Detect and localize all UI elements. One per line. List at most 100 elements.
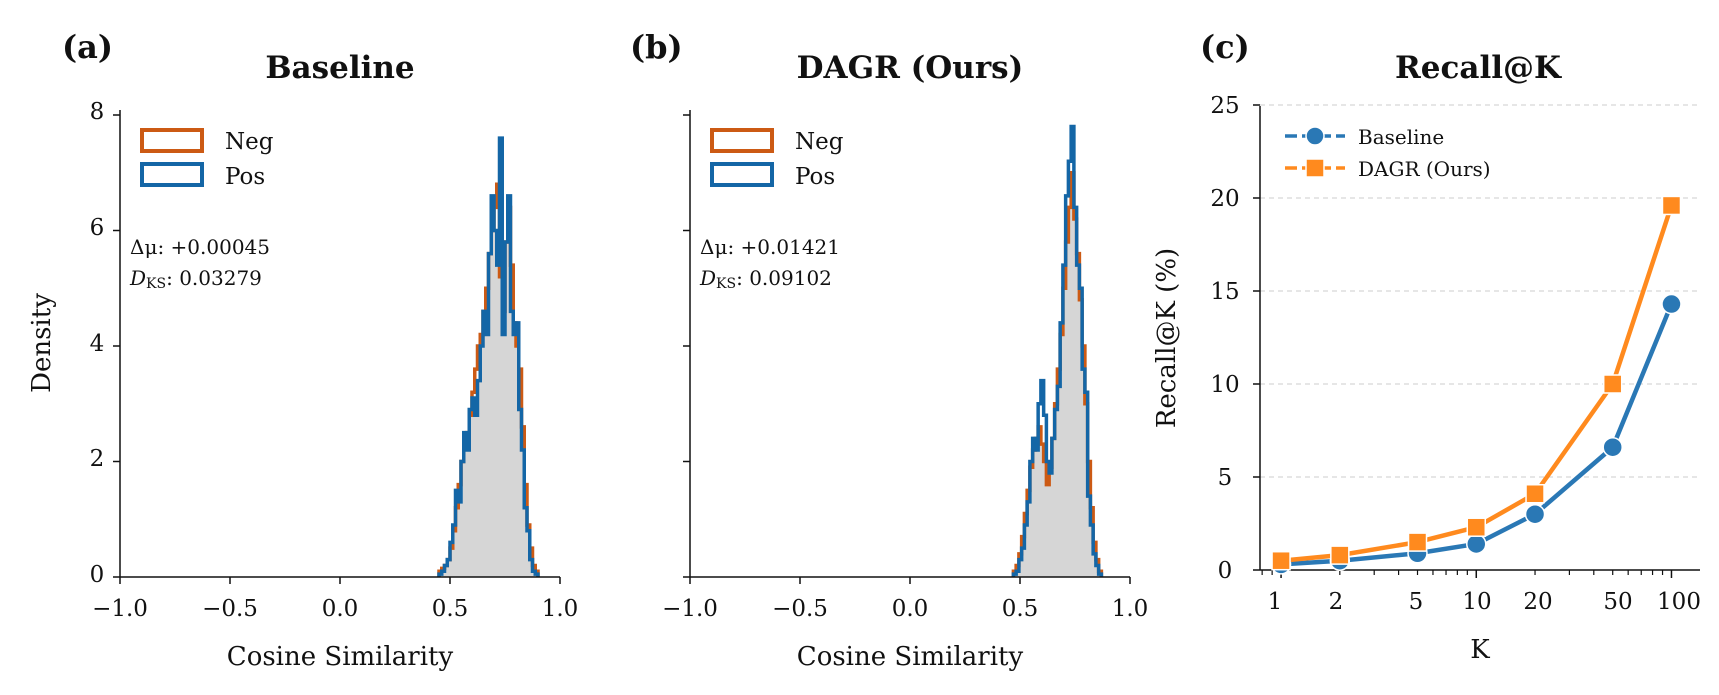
panel-b-xtick-label: 0.5 [1002, 596, 1039, 622]
panel-a-ytick-label: 6 [90, 215, 105, 241]
legend-pos-label: Pos [225, 164, 265, 190]
baseline-point [1661, 293, 1682, 315]
panel-a-ytick-label: 2 [90, 446, 105, 472]
histogram-overlap-bar [516, 346, 520, 577]
dks-symbol: D [129, 266, 146, 290]
panel-c-ytick-label: 0 [1218, 558, 1233, 584]
legend-baseline-marker [1305, 126, 1325, 146]
histogram-overlap-bar [1060, 334, 1064, 577]
panel-b-title: DAGR (Ours) [797, 50, 1024, 86]
panel-a-ylabel: Density [27, 293, 57, 393]
baseline-point [1602, 436, 1623, 458]
histogram-overlap-bar [474, 415, 478, 577]
dks-symbol: D [699, 266, 716, 290]
panel-c: (c) Recall@K 0 5 10 15 20 25 1 2 5 10 20… [1152, 28, 1701, 665]
legend-neg-label: Neg [225, 129, 274, 155]
panel-c-xtick-label: 1 [1268, 589, 1283, 615]
histogram-overlap-bar [461, 461, 465, 577]
histogram-overlap-bar [463, 444, 467, 577]
legend-pos-swatch [710, 162, 774, 187]
panel-a-xlabel: Cosine Similarity [227, 642, 454, 672]
panel-a-title: Baseline [265, 50, 414, 86]
panel-b-xtick-label: 1.0 [1112, 596, 1149, 622]
dks-subscript: KS [146, 276, 166, 292]
panel-a-ytick-label: 0 [90, 562, 105, 588]
histogram-overlap-bar [1029, 467, 1033, 577]
dagr-point [1525, 483, 1545, 504]
histogram-overlap-bar [1043, 461, 1047, 577]
histogram-overlap-bar [1046, 484, 1050, 577]
histogram-overlap-bar [491, 230, 495, 577]
panel-b-xlabel: Cosine Similarity [797, 642, 1024, 672]
dagr-point [1407, 532, 1428, 552]
histogram-overlap-bar [1057, 386, 1061, 577]
histogram-overlap-bar [513, 334, 517, 577]
histogram-overlap-bar [452, 530, 456, 577]
histogram-overlap-bar [1027, 501, 1031, 577]
panel-c-xtick-label: 2 [1329, 589, 1344, 615]
panel-b-xtick-label: −0.5 [772, 596, 828, 622]
histogram-overlap-bar [507, 207, 511, 577]
histogram-overlap-bar [480, 346, 484, 577]
dagr-point [1602, 374, 1623, 394]
panel-c-grid [1260, 104, 1700, 478]
panel-c-legend: Baseline DAGR (Ours) [1285, 125, 1491, 181]
histogram-overlap-bar [494, 230, 498, 577]
histogram-overlap-bar [1071, 172, 1075, 577]
histogram-overlap-bar [518, 409, 522, 577]
histogram-overlap-bar [1049, 473, 1053, 577]
panel-c-plot [1270, 195, 1682, 575]
pos-histogram-line [1011, 124, 1104, 577]
panel-b-letter: (b) [630, 28, 683, 66]
histogram-overlap-bar [1054, 409, 1058, 577]
histogram-overlap-bar [450, 548, 454, 577]
panel-c-xtick-label: 100 [1657, 589, 1701, 615]
dks-stat: DKS: 0.03279 [129, 266, 262, 292]
panel-c-ytick-label: 10 [1210, 372, 1239, 398]
legend-pos-swatch [140, 162, 204, 187]
panel-c-ticks [1253, 104, 1673, 578]
baseline-point [1524, 503, 1546, 525]
delta-mu-stat: Δμ: +0.00045 [130, 235, 270, 259]
histogram-overlap-bar [1076, 265, 1080, 577]
histogram-overlap-bar [1051, 438, 1055, 577]
histogram-overlap-bar [488, 253, 492, 577]
panel-a-ytick-label: 8 [90, 99, 105, 125]
panel-a: (a) Baseline 8 6 4 2 0 −1.0 −0.5 0.0 0.5… [27, 28, 578, 672]
dagr-point [1661, 195, 1682, 216]
histogram-overlap-bar [1087, 496, 1091, 577]
dagr-point [1330, 545, 1350, 565]
histogram-overlap-bar [1068, 207, 1072, 577]
panel-a-xtick-label: 1.0 [542, 596, 579, 622]
panel-c-letter: (c) [1200, 28, 1250, 66]
histogram-overlap-bar [447, 559, 451, 577]
histogram-overlap-bar [472, 397, 476, 577]
histogram-overlap-bar [510, 311, 514, 577]
panel-a-xtick-label: 0.5 [432, 596, 469, 622]
baseline-point [1466, 533, 1487, 555]
panel-a-ticks [113, 114, 561, 584]
panel-b: (b) DAGR (Ours) −1.0 −0.5 0.0 0.5 1.0 Co… [630, 28, 1148, 672]
histogram-overlap-bar [524, 507, 528, 577]
panel-c-title: Recall@K [1395, 50, 1562, 86]
histogram-overlap-bar [485, 334, 489, 577]
panel-c-ytick-label: 20 [1210, 186, 1239, 212]
histogram-overlap-bar [521, 449, 525, 577]
panel-c-ytick-label: 5 [1218, 465, 1233, 491]
histogram-overlap-bar [455, 507, 459, 577]
panel-a-ytick-label: 4 [90, 331, 105, 357]
dagr-point [1271, 550, 1291, 571]
histogram-overlap-bar [477, 380, 481, 577]
histogram-overlap-bar [483, 311, 487, 577]
dks-stat: DKS: 0.09102 [699, 266, 832, 292]
panel-a-xtick-label: −0.5 [202, 596, 258, 622]
histogram-overlap-bar [1062, 288, 1066, 577]
histogram-overlap-bar [466, 449, 470, 577]
dagr-point [1466, 517, 1487, 537]
panel-b-ticks [683, 114, 1131, 584]
histogram-overlap-bar [469, 415, 473, 577]
legend-neg-swatch [140, 128, 204, 153]
histogram-overlap-bar [1073, 218, 1077, 577]
histogram-overlap-bar [499, 276, 503, 577]
panel-b-xtick-label: 0.0 [892, 596, 929, 622]
